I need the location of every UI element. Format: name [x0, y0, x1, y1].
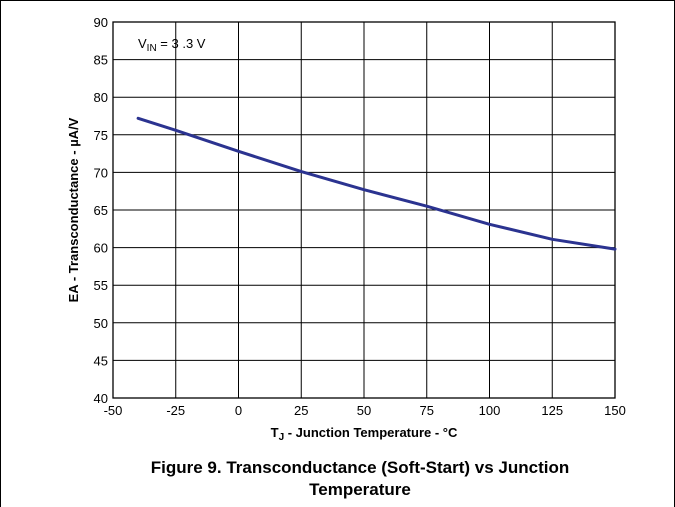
page-frame-left: [0, 0, 1, 507]
chart-series: [136, 116, 617, 251]
y-axis-ticks: 40 45 50 55 60 65 70 75 80 85 90: [94, 15, 108, 406]
y-tick-label: 75: [94, 128, 108, 143]
y-tick-label: 90: [94, 15, 108, 30]
y-axis-label: EA - Transconductance - µA/V: [66, 117, 81, 302]
x-tick-label: 50: [357, 403, 371, 418]
y-tick-label: 50: [94, 316, 108, 331]
figure-caption-line-2: Temperature: [309, 480, 411, 499]
x-tick-label: 150: [604, 403, 626, 418]
x-axis-label: TJ - Junction Temperature - °C: [271, 425, 458, 443]
x-tick-label: 0: [235, 403, 242, 418]
vin-annotation: VIN = 3 .3 V: [138, 36, 206, 54]
y-tick-label: 65: [94, 203, 108, 218]
chart-grid: [113, 22, 615, 398]
x-tick-label: -50: [104, 403, 123, 418]
y-tick-label: 60: [94, 241, 108, 256]
figure-caption: Figure 9. Transconductance (Soft-Start) …: [80, 457, 640, 501]
x-tick-label: 100: [479, 403, 501, 418]
x-axis-ticks: -50 -25 0 25 50 75 100 125 150: [104, 403, 626, 418]
x-tick-label: -25: [166, 403, 185, 418]
y-tick-label: 45: [94, 353, 108, 368]
x-tick-label: 25: [294, 403, 308, 418]
page-frame-top: [0, 0, 675, 1]
chart: -50 -25 0 25 50 75 100 125 150 40 45 50 55 60 65 70 75 8…: [66, 15, 626, 443]
x-tick-label: 75: [420, 403, 434, 418]
figure-caption-line-1: Figure 9. Transconductance (Soft-Start) …: [150, 458, 570, 477]
y-tick-label: 40: [94, 391, 108, 406]
plot-area: [112, 21, 616, 399]
y-tick-label: 55: [94, 278, 108, 293]
series-line: [136, 116, 617, 251]
y-tick-label: 85: [94, 53, 108, 68]
x-tick-label: 125: [541, 403, 563, 418]
y-tick-label: 80: [94, 90, 108, 105]
y-tick-label: 70: [94, 165, 108, 180]
